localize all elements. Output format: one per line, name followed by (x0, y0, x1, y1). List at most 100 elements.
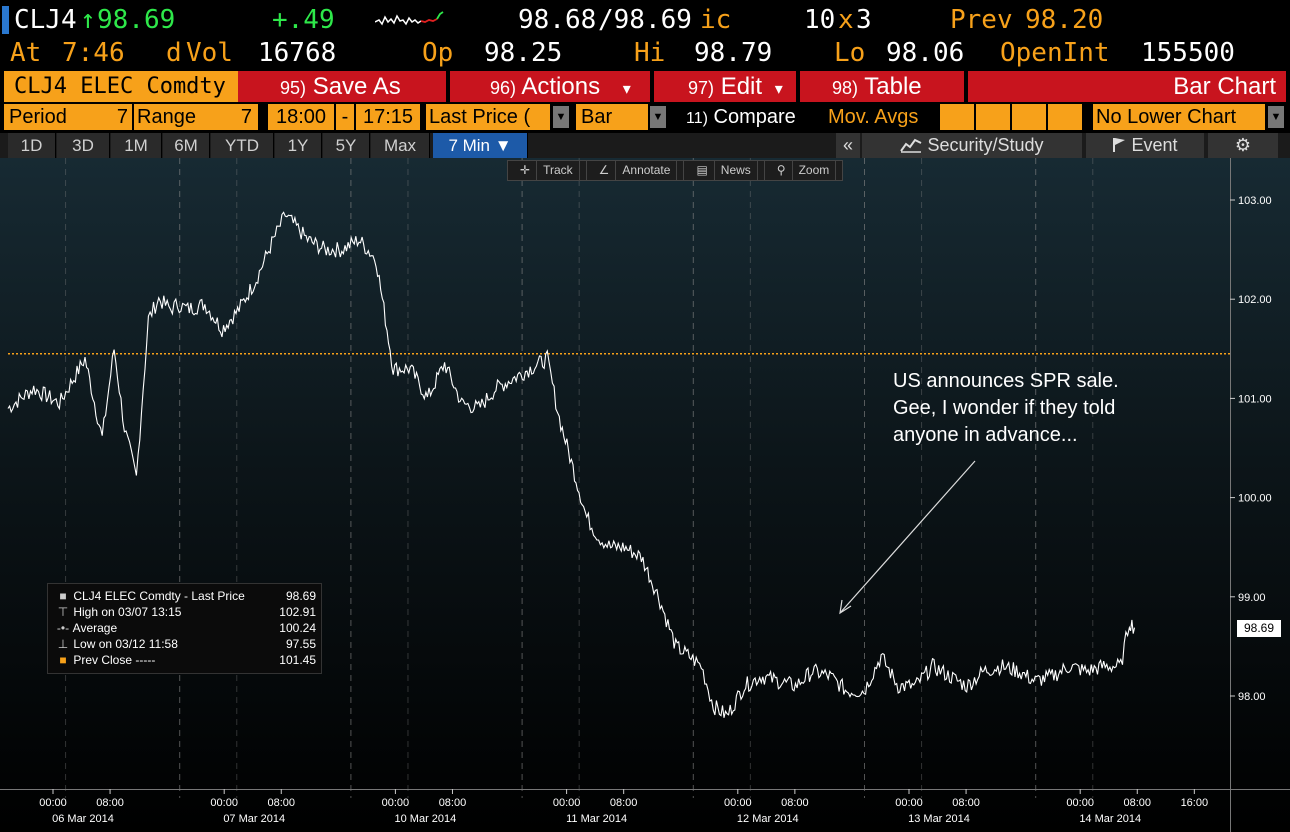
quote-time: 7:46 (62, 38, 125, 68)
x-tick-label: 08:00 (268, 797, 296, 809)
end-time: 17:15 (362, 106, 414, 128)
chevron-down-icon: ▾ (774, 81, 783, 98)
prev-value: 98.20 (1025, 5, 1104, 35)
price-chart[interactable]: 103.00 102.00 101.00 100.00 99.00 98.00 00:00… (0, 158, 1290, 832)
compare-button[interactable]: 11) Compare (686, 104, 796, 130)
end-time-field[interactable]: 17:15 (356, 104, 420, 130)
price-field-select[interactable]: Last Price ( (426, 104, 550, 130)
chevron-down-icon[interactable]: ▼ (553, 106, 569, 128)
x-tick-label: 08:00 (96, 797, 124, 809)
security-label: CLJ4 ELEC Comdty (14, 74, 226, 99)
lower-chart-select[interactable]: No Lower Chart (1093, 104, 1265, 130)
legend-high-label: High on 03/07 13:15 (73, 605, 182, 619)
period-value: 7 (116, 106, 128, 128)
y-tick-label: 100.00 (1238, 493, 1272, 505)
x-axis: 00:00 08:00 00:00 08:00 00:00 08:00 00:00 08:00… (39, 789, 1208, 825)
start-time: 18:00 (275, 106, 327, 128)
legend-prev-close-value: 101.45 (279, 653, 316, 667)
high-label: Hi (634, 38, 666, 68)
save-as-button[interactable]: 95) Save As (238, 71, 446, 102)
x-tick-label: 08:00 (610, 797, 638, 809)
x-tick-label: 08:00 (952, 797, 980, 809)
x-day-label: 06 Mar 2014 (52, 813, 114, 825)
security-study-button[interactable]: Security/Study (862, 133, 1082, 158)
pencil-icon: ∠ (593, 161, 617, 180)
last-price-tag: 98.69 (1237, 620, 1281, 637)
prev-label: Prev (950, 5, 1013, 35)
mov-avg-slot-2[interactable] (976, 104, 1010, 130)
y-tick-label: 103.00 (1238, 195, 1272, 207)
ticker-marker (2, 6, 9, 34)
actions-button[interactable]: 96) Actions ▾ (450, 71, 650, 102)
y-tick-label: 98.00 (1238, 691, 1266, 703)
track-tool[interactable]: ✛ Track (508, 161, 587, 180)
tab-1y[interactable]: 1Y (275, 133, 322, 158)
tab-1d[interactable]: 1D (8, 133, 56, 158)
legend-average-label: Average (72, 621, 118, 635)
period-tabs: 1D 3D 1M 6M YTD 1Y 5Y Max 7 Min ▼ « Secu… (0, 133, 1290, 158)
chevron-down-icon[interactable]: ▼ (650, 106, 666, 128)
low-value: 98.06 (886, 38, 965, 68)
legend-row-high: ⊤ High on 03/07 13:15 102.91 (56, 604, 316, 620)
last-price: 98.69 (97, 5, 176, 35)
average-marker-icon: -•- (56, 621, 70, 635)
line-chart-icon (900, 138, 922, 153)
table-button[interactable]: 98) Table (800, 71, 964, 102)
flag-icon (1113, 138, 1126, 152)
chart-type-select[interactable]: Bar (576, 104, 648, 130)
chevron-down-icon[interactable]: ▼ (1268, 106, 1284, 128)
range-field[interactable]: Range 7 (134, 104, 258, 130)
edit-number: 97) (688, 78, 715, 98)
period-field[interactable]: Period 7 (4, 104, 132, 130)
news-icon: ▤ (690, 161, 715, 180)
dash-label: - (341, 106, 349, 128)
orange-square-icon: ■ (59, 653, 67, 667)
annotate-tool[interactable]: ∠ Annotate (587, 161, 685, 180)
price-series-line (7, 211, 1136, 718)
start-time-field[interactable]: 18:00 (268, 104, 334, 130)
annotate-label: Annotate (616, 161, 678, 180)
legend-row-series: ■ CLJ4 ELEC Comdty - Last Price 98.69 (56, 588, 316, 604)
x-tick-label: 08:00 (439, 797, 467, 809)
tab-1m[interactable]: 1M (111, 133, 162, 158)
x-day-label: 11 Mar 2014 (566, 813, 627, 825)
news-tool[interactable]: ▤ News (684, 161, 765, 180)
square-icon: ■ (59, 589, 67, 603)
net-change: +.49 (272, 5, 335, 35)
legend-series-label: CLJ4 ELEC Comdty - Last Price (73, 589, 245, 603)
chart-title-field: Bar Chart (968, 71, 1286, 102)
tab-7-min[interactable]: 7 Min ▼ (433, 133, 528, 158)
range-label: Range (137, 106, 196, 128)
legend-prev-close-label: Prev Close ----- (73, 653, 156, 667)
chart-legend[interactable]: ■ CLJ4 ELEC Comdty - Last Price 98.69 ⊤ … (47, 583, 322, 674)
tab-ytd[interactable]: YTD (211, 133, 274, 158)
x-tick-label: 08:00 (781, 797, 809, 809)
chart-area[interactable]: 103.00 102.00 101.00 100.00 99.00 98.00 00:00… (0, 158, 1290, 832)
mov-avg-slot-1[interactable] (940, 104, 974, 130)
settings-gear-icon[interactable]: ⚙ (1208, 133, 1278, 158)
chart-title: Bar Chart (1173, 73, 1276, 100)
edit-button[interactable]: 97) Edit ▾ (654, 71, 796, 102)
tab-5y[interactable]: 5Y (323, 133, 370, 158)
mov-avg-slot-3[interactable] (1012, 104, 1046, 130)
legend-low-value: 97.55 (285, 637, 316, 651)
open-interest-value: 155500 (1141, 38, 1235, 68)
y-tick-label: 101.00 (1238, 393, 1272, 405)
event-button[interactable]: Event (1086, 133, 1204, 158)
volume-value: 16768 (258, 38, 337, 68)
tab-6m[interactable]: 6M (163, 133, 210, 158)
tab-3d[interactable]: 3D (57, 133, 110, 158)
legend-row-average: -•- Average 100.24 (56, 620, 316, 636)
mov-avg-slot-4[interactable] (1048, 104, 1082, 130)
collapse-button[interactable]: « (836, 133, 860, 158)
track-label: Track (537, 161, 580, 180)
open-interest-label: OpenInt (1000, 38, 1110, 68)
time-separator: - (336, 104, 354, 130)
zoom-tool[interactable]: ⚲ Zoom (765, 161, 842, 180)
security-field[interactable]: CLJ4 ELEC Comdty (4, 71, 240, 102)
price-series (7, 211, 1136, 718)
up-arrow-icon: ↑ (80, 5, 96, 35)
dvol-label: d (166, 38, 182, 68)
tab-max[interactable]: Max (371, 133, 430, 158)
x-tick-label: 08:00 (1124, 797, 1152, 809)
